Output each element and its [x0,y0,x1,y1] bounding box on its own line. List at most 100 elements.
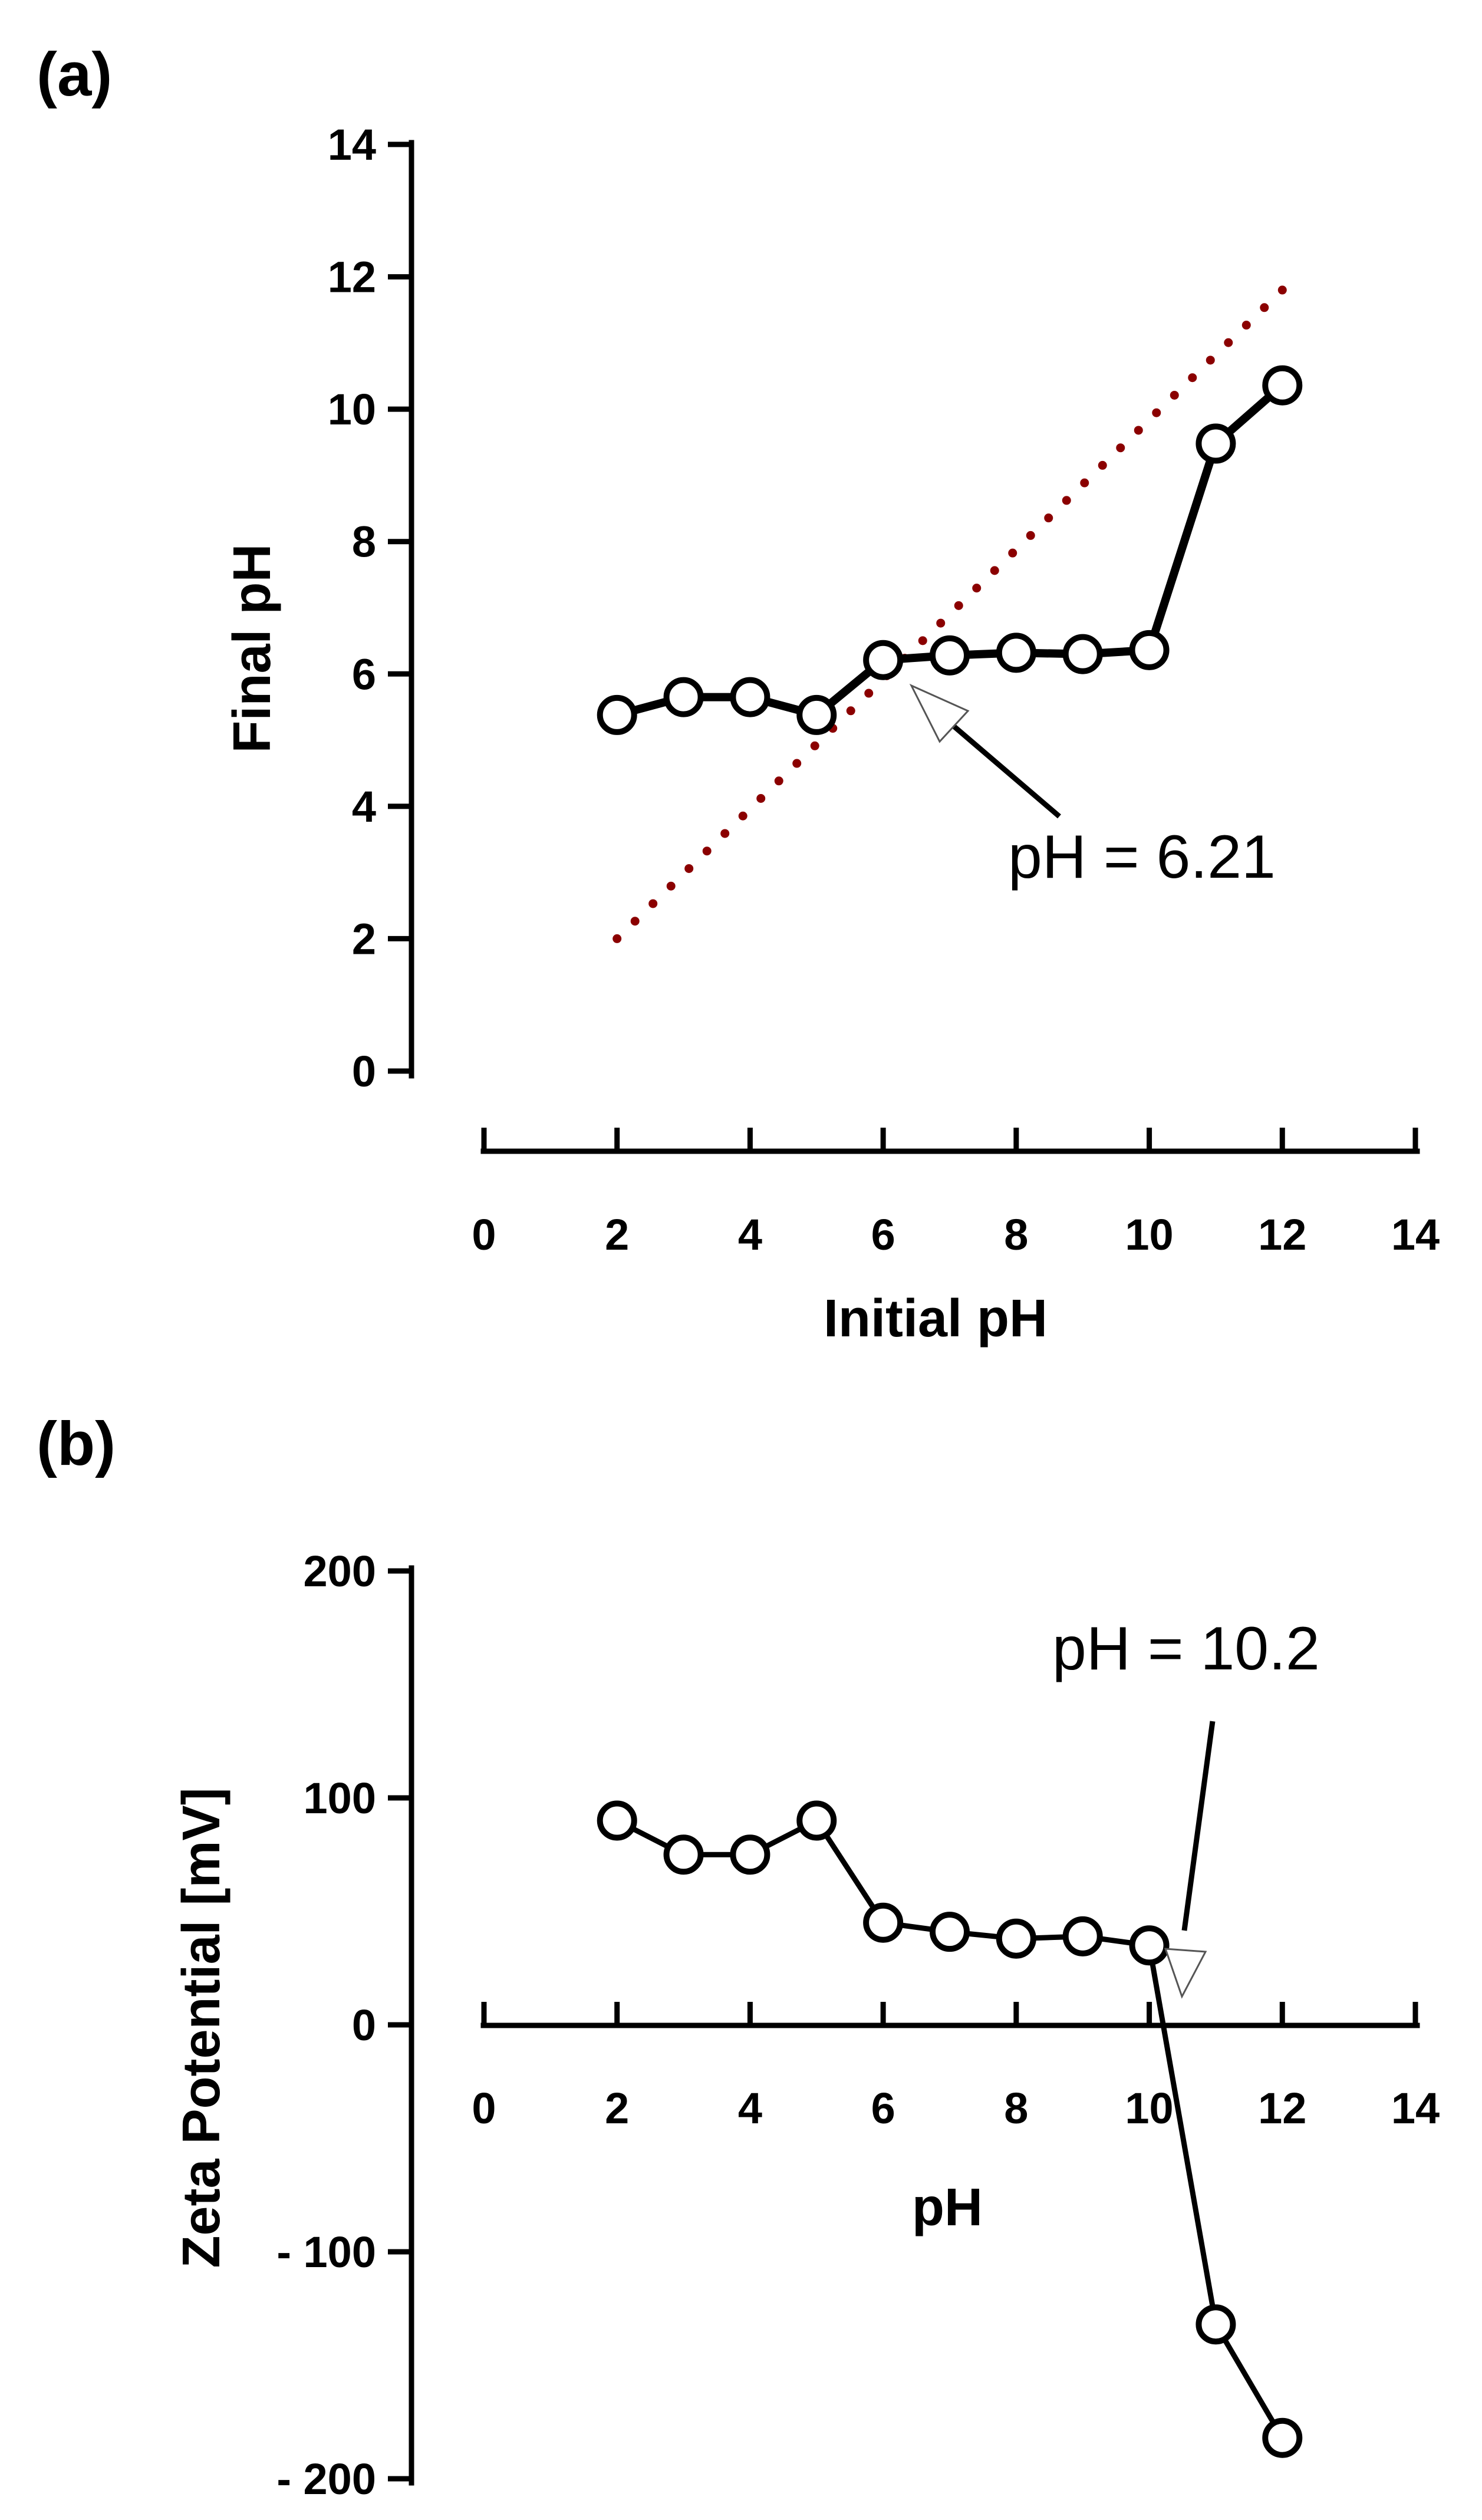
panel-b-x-tick-label: 4 [738,2084,762,2133]
panel-b-x-tick-label: 8 [1004,2084,1028,2133]
panel-a-y-tick-label: 14 [328,120,376,169]
panel-a-reference-dot [1062,496,1071,505]
panel-b-data-point [996,1918,1036,1959]
panel-a-y-tick-label: 0 [352,1047,376,1096]
panel-a-reference-dot [1026,531,1035,540]
panel-a-data-point [663,677,704,717]
panel-a-reference-dot [738,811,747,821]
panel-a-reference-dot [1206,355,1215,365]
panel-a-reference-dot [990,566,999,575]
panel-a-data-point [1062,634,1103,674]
panel-a-reference-dot [954,601,963,610]
panel-b-y-tick-label: - 100 [276,2228,376,2277]
panel-a-reference-dot [612,934,622,943]
panel-a-reference-dot [648,899,658,908]
panel-a-reference-dot [846,706,855,716]
panel-a-y-tick-label: 8 [352,518,376,566]
panel-b-data-point [1129,1925,1170,1966]
panel-a-reference-dot [1277,285,1287,295]
panel-b-data-point [730,1834,770,1875]
panel-a-data-point [1262,365,1303,406]
panel-a-chart: (a) Final pH Initial pH 0 2 4 6 8 10 12 14 0 2 4 6… [37,40,1440,1348]
panel-a-reference-dot [702,846,712,856]
panel-a-reference-dot [1116,443,1125,453]
panel-a-x-ticks: 0 2 4 6 8 10 12 14 [472,1128,1440,1259]
panel-a-reference-dot [1098,460,1107,470]
panel-a-reference-dot [1152,408,1161,417]
panel-b-x-tick-label: 10 [1125,2084,1173,2133]
panel-a-reference-dot [1224,338,1233,347]
panel-a-reference-dot [918,636,927,645]
panel-b-annotation-arrowhead [1164,1948,1207,1999]
panel-a-reference-dot [1044,513,1053,523]
panel-b-annotation-arrow-shaft [1181,1721,1216,1931]
panel-a-reference-dot [1080,478,1089,487]
panel-a-reference-dot [972,584,982,593]
panel-a-reference-dot [1260,303,1269,312]
panel-a-reference-dot [936,618,946,628]
panel-a-y-tick-label: 2 [352,914,376,963]
panel-b-data-point [796,1800,837,1841]
panel-a-label: (a) [37,40,112,109]
panel-b-x-tick-label: 12 [1258,2084,1306,2133]
panel-b-data-point [930,1912,970,1952]
panel-b-y-tick-label: 100 [304,1774,376,1823]
panel-b-data-point [597,1800,637,1841]
panel-a-reference-dot [774,776,783,786]
panel-b-data-point [663,1834,704,1875]
panel-a-x-tick-label: 2 [605,1210,629,1259]
panel-a-reference-dot [864,689,874,698]
panel-a-data-point [730,677,770,717]
panel-a-x-tick-label: 4 [738,1210,762,1259]
panel-a-data-point [1196,423,1236,464]
panel-a-reference-dot [1241,321,1251,330]
panel-a-annotation: pH = 6.21 [909,683,1276,891]
panel-a-reference-dot [1188,373,1197,383]
panel-a-reference-dot [756,794,766,803]
panel-a-x-tick-label: 14 [1391,1210,1440,1259]
panel-b-label: (b) [37,1409,116,1478]
panel-a-x-tick-label: 8 [1004,1210,1028,1259]
panel-b-data-point [863,1902,904,1943]
panel-a-reference-dot [792,759,802,768]
panel-a-y-axis-title: Final pH [223,544,282,753]
panel-b-x-tick-label: 6 [871,2084,895,2133]
panel-b-y-tick-label: 0 [352,2001,376,2050]
panel-b-x-tick-label: 0 [472,2084,496,2133]
panel-a-reference-dot [1008,548,1017,558]
panel-a-y-tick-label: 4 [352,782,376,831]
panel-b-annotation-label: pH = 10.2 [1052,1615,1320,1683]
panel-a-reference-dot [810,741,819,750]
panel-a-x-tick-label: 10 [1125,1210,1173,1259]
panel-b-y-ticks: 200 100 0 - 100 - 200 [276,1547,411,2503]
panel-b-annotation: pH = 10.2 [1052,1615,1320,1999]
panel-a-annotation-arrow-shaft [952,724,1061,819]
panel-a-data-point [1129,630,1170,670]
panel-b-x-tick-label: 2 [605,2084,629,2133]
panel-a-y-ticks: 0 2 4 6 8 10 12 14 [328,120,411,1096]
panel-b-x-ticks: 0 2 4 6 8 10 12 14 [472,2002,1440,2133]
panel-a-data-point [597,694,637,735]
panel-a-x-tick-label: 12 [1258,1210,1306,1259]
panel-b-x-tick-label: 14 [1391,2084,1440,2133]
panel-a-y-tick-label: 6 [352,650,376,699]
panel-b-y-axis-title: Zeta Potential [mV] [172,1787,231,2268]
panel-a-x-tick-label: 0 [472,1210,496,1259]
panel-a-reference-dot [1134,426,1143,435]
panel-a-reference-dot [684,864,694,873]
panel-b-data-point [1062,1916,1103,1956]
panel-b-y-tick-label: 200 [304,1547,376,1596]
panel-a-series [597,365,1303,735]
panel-b-x-axis-title: pH [912,2178,983,2237]
panel-a-x-axis-title: Initial pH [824,1289,1048,1348]
panel-a-y-tick-label: 10 [328,385,376,434]
panel-a-y-tick-label: 12 [328,253,376,302]
panel-a-x-tick-label: 6 [871,1210,895,1259]
panel-a-annotation-arrowhead [909,683,970,743]
panel-a-reference-dot [666,881,676,891]
panel-a-annotation-label: pH = 6.21 [1008,823,1276,891]
panel-a-data-point [796,694,837,735]
panel-a-reference-dot [1170,390,1179,400]
